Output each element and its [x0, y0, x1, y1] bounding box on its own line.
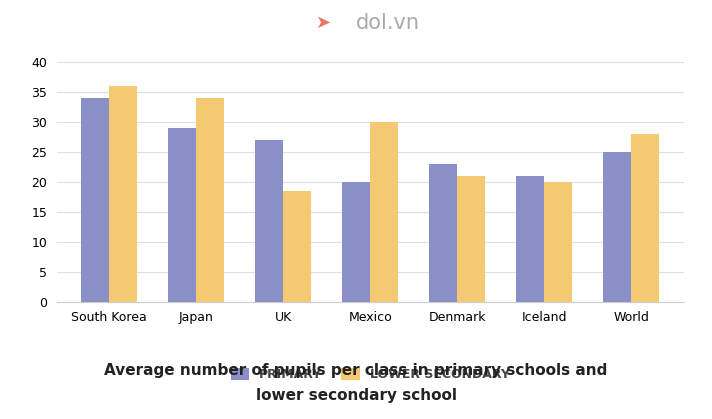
Bar — [168, 128, 197, 302]
Text: dol.vn: dol.vn — [356, 13, 420, 33]
Bar — [457, 176, 485, 302]
Bar — [81, 98, 109, 302]
Bar — [544, 182, 572, 302]
Bar — [109, 86, 137, 302]
Bar — [342, 182, 370, 302]
Legend: PRIMARY, LOWER SECONDARY: PRIMARY, LOWER SECONDARY — [226, 363, 515, 386]
Text: lower secondary school: lower secondary school — [256, 388, 456, 403]
Bar — [632, 134, 659, 302]
Bar — [370, 122, 398, 302]
Bar — [256, 140, 283, 302]
Bar — [516, 176, 544, 302]
Bar — [604, 152, 632, 302]
Bar — [283, 191, 311, 302]
Bar — [429, 164, 457, 302]
Bar — [197, 98, 224, 302]
Text: ➤: ➤ — [316, 14, 332, 32]
Text: Average number of pupils per class in primary schools and: Average number of pupils per class in pr… — [105, 363, 607, 378]
